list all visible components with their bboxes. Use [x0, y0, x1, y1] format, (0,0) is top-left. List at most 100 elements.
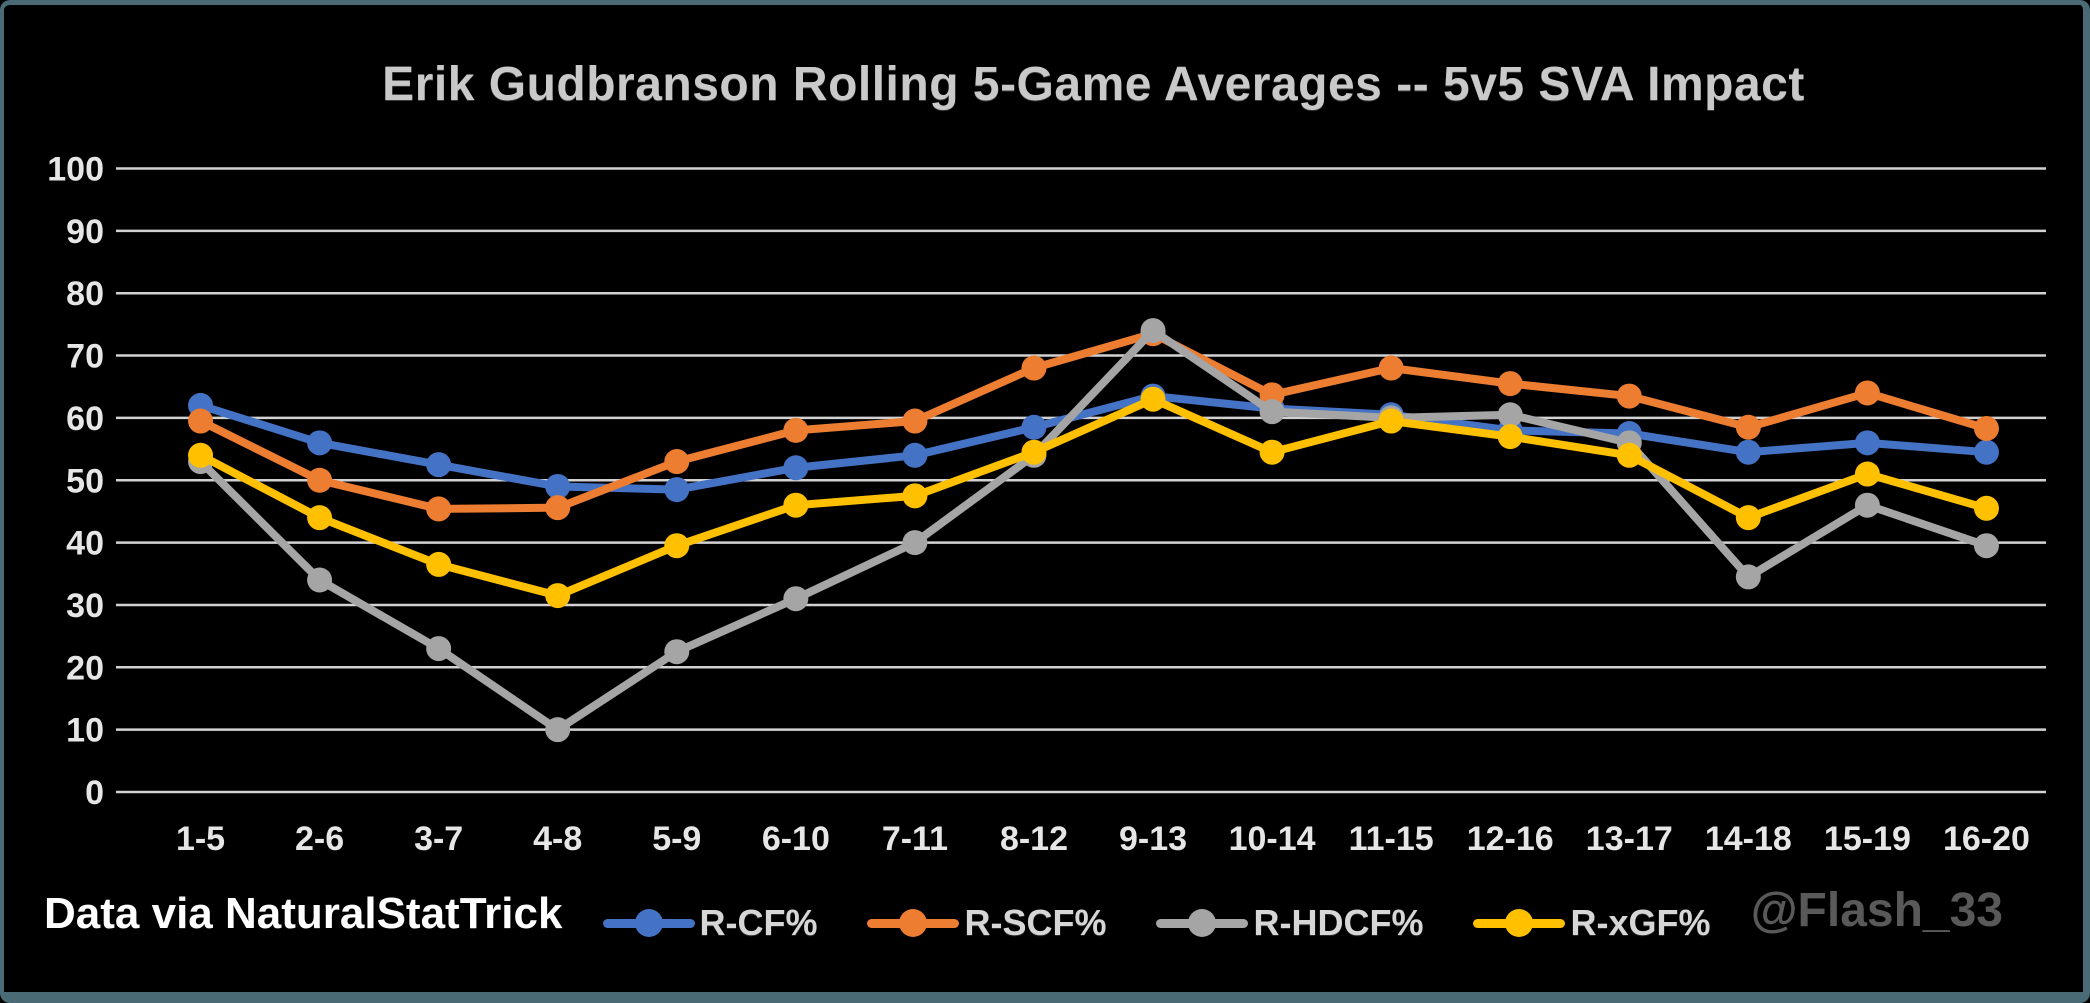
data-point-R-xGF%-15-19 — [1854, 461, 1880, 487]
data-point-R-CF%-3-7 — [426, 452, 452, 478]
legend-label: R-SCF% — [964, 902, 1107, 943]
legend-line-swatch — [867, 909, 960, 937]
y-tick-label: 40 — [66, 525, 104, 563]
data-point-R-CF%-4-8 — [545, 473, 571, 499]
legend-item-r-xgf-: R-xGF% — [1473, 902, 1710, 944]
legend-line-swatch — [1473, 909, 1566, 937]
legend-label: R-CF% — [699, 902, 818, 943]
y-tick-label: 100 — [47, 151, 104, 189]
data-point-R-xGF%-4-8 — [545, 583, 571, 609]
legend-item-r-hdcf-: R-HDCF% — [1156, 902, 1423, 944]
y-tick-label: 0 — [85, 774, 104, 812]
series-line-R-xGF% — [196, 395, 1991, 600]
data-point-R-SCF%-12-16 — [1497, 371, 1523, 397]
legend-item-r-cf-: R-CF% — [602, 902, 818, 944]
y-tick-label: 70 — [66, 338, 104, 376]
data-point-R-xGF%-9-13 — [1140, 386, 1166, 412]
data-point-R-HDCF%-16-20 — [1973, 533, 1999, 559]
x-tick-label: 1-5 — [176, 820, 225, 858]
data-point-R-xGF%-5-9 — [664, 533, 690, 559]
data-point-R-xGF%-16-20 — [1973, 495, 1999, 521]
legend-line-swatch — [1156, 909, 1249, 937]
y-tick-label: 10 — [66, 712, 104, 750]
y-tick-label: 90 — [66, 213, 104, 251]
data-point-R-SCF%-2-6 — [307, 467, 333, 493]
data-point-R-xGF%-1-5 — [188, 442, 214, 468]
data-source-credit: Data via NaturalStatTrick — [44, 889, 563, 938]
data-point-R-SCF%-8-12 — [1021, 355, 1047, 381]
data-point-R-SCF%-3-7 — [426, 496, 452, 522]
data-point-R-HDCF%-14-18 — [1735, 564, 1761, 590]
y-tick-label: 50 — [66, 462, 104, 500]
x-tick-label: 9-13 — [1119, 820, 1187, 858]
series-line-R-SCF% — [196, 329, 1991, 513]
x-tick-label: 7-11 — [882, 820, 948, 858]
data-point-R-HDCF%-12-16 — [1497, 402, 1523, 428]
data-point-R-SCF%-7-11 — [902, 408, 928, 434]
data-point-R-HDCF%-6-10 — [783, 586, 809, 612]
data-point-R-HDCF%-3-7 — [426, 636, 452, 662]
x-tick-label: 4-8 — [533, 820, 582, 858]
legend-line-swatch — [602, 909, 695, 937]
x-tick-label: 5-9 — [652, 820, 701, 858]
data-point-R-xGF%-6-10 — [783, 492, 809, 518]
legend-marker-dot — [634, 909, 663, 937]
x-tick-label: 6-10 — [762, 820, 830, 858]
data-point-R-HDCF%-4-8 — [545, 717, 571, 743]
data-point-R-CF%-5-9 — [664, 477, 690, 503]
legend-marker-dot — [899, 909, 928, 937]
legend-label: R-xGF% — [1570, 902, 1711, 943]
data-point-R-SCF%-13-17 — [1616, 383, 1642, 409]
data-point-R-SCF%-4-8 — [545, 495, 571, 521]
chart-legend: R-CF% R-SCF% R-HDCF% R-xGF% — [559, 893, 1754, 953]
legend-label: R-HDCF% — [1253, 902, 1424, 943]
y-tick-label: 60 — [66, 400, 104, 438]
x-tick-label: 15-19 — [1824, 820, 1911, 858]
x-tick-label: 12-16 — [1467, 820, 1554, 858]
data-point-R-xGF%-7-11 — [902, 483, 928, 509]
data-point-R-SCF%-6-10 — [783, 417, 809, 443]
data-point-R-xGF%-10-14 — [1259, 439, 1285, 465]
line-chart-plot: 0 10 20 30 40 50 60 70 80 90 100 1-5 2-6 3-7 4-8 5-9 6-1… — [47, 151, 2046, 858]
x-tick-label: 8-12 — [1000, 820, 1068, 858]
data-point-R-HDCF%-15-19 — [1854, 492, 1880, 518]
legend-marker-dot — [1188, 909, 1217, 937]
y-tick-label: 30 — [66, 587, 104, 625]
data-point-R-HDCF%-9-13 — [1140, 318, 1166, 344]
data-point-R-xGF%-3-7 — [426, 551, 452, 577]
data-point-R-HDCF%-5-9 — [664, 639, 690, 665]
data-point-R-xGF%-14-18 — [1735, 505, 1761, 531]
x-tick-label: 13-17 — [1586, 820, 1673, 858]
data-point-R-CF%-6-10 — [783, 455, 809, 481]
x-tick-label: 10-14 — [1229, 820, 1316, 858]
data-point-R-xGF%-8-12 — [1021, 439, 1047, 465]
data-point-R-CF%-14-18 — [1735, 439, 1761, 465]
data-point-R-SCF%-5-9 — [664, 449, 690, 475]
data-point-R-HDCF%-7-11 — [902, 530, 928, 556]
data-point-R-HDCF%-2-6 — [307, 567, 333, 593]
data-point-R-xGF%-12-16 — [1497, 424, 1523, 450]
data-point-R-CF%-8-12 — [1021, 414, 1047, 440]
data-point-R-xGF%-13-17 — [1616, 442, 1642, 468]
data-point-R-SCF%-14-18 — [1735, 414, 1761, 440]
data-point-R-SCF%-15-19 — [1854, 380, 1880, 406]
data-point-R-SCF%-16-20 — [1973, 415, 1999, 441]
x-tick-label: 3-7 — [414, 820, 463, 858]
data-point-R-CF%-16-20 — [1973, 439, 1999, 465]
legend-marker-dot — [1505, 909, 1534, 937]
x-tick-label: 11-15 — [1349, 820, 1434, 858]
watermark-handle: @Flash_33 — [1750, 884, 2003, 937]
y-tick-label: 80 — [66, 275, 104, 313]
legend-item-r-scf-: R-SCF% — [867, 902, 1106, 944]
series-line-R-HDCF% — [196, 326, 1991, 734]
data-point-R-CF%-2-6 — [307, 430, 333, 456]
data-point-R-CF%-15-19 — [1854, 430, 1880, 456]
chart-title: Erik Gudbranson Rolling 5-Game Averages … — [382, 58, 1805, 111]
data-point-R-HDCF%-10-14 — [1259, 399, 1285, 425]
data-point-R-SCF%-1-5 — [188, 408, 214, 434]
y-tick-label: 20 — [66, 649, 104, 687]
series-line-R-CF% — [196, 392, 1991, 494]
x-tick-label: 14-18 — [1705, 820, 1792, 858]
x-tick-label: 16-20 — [1943, 820, 2030, 858]
